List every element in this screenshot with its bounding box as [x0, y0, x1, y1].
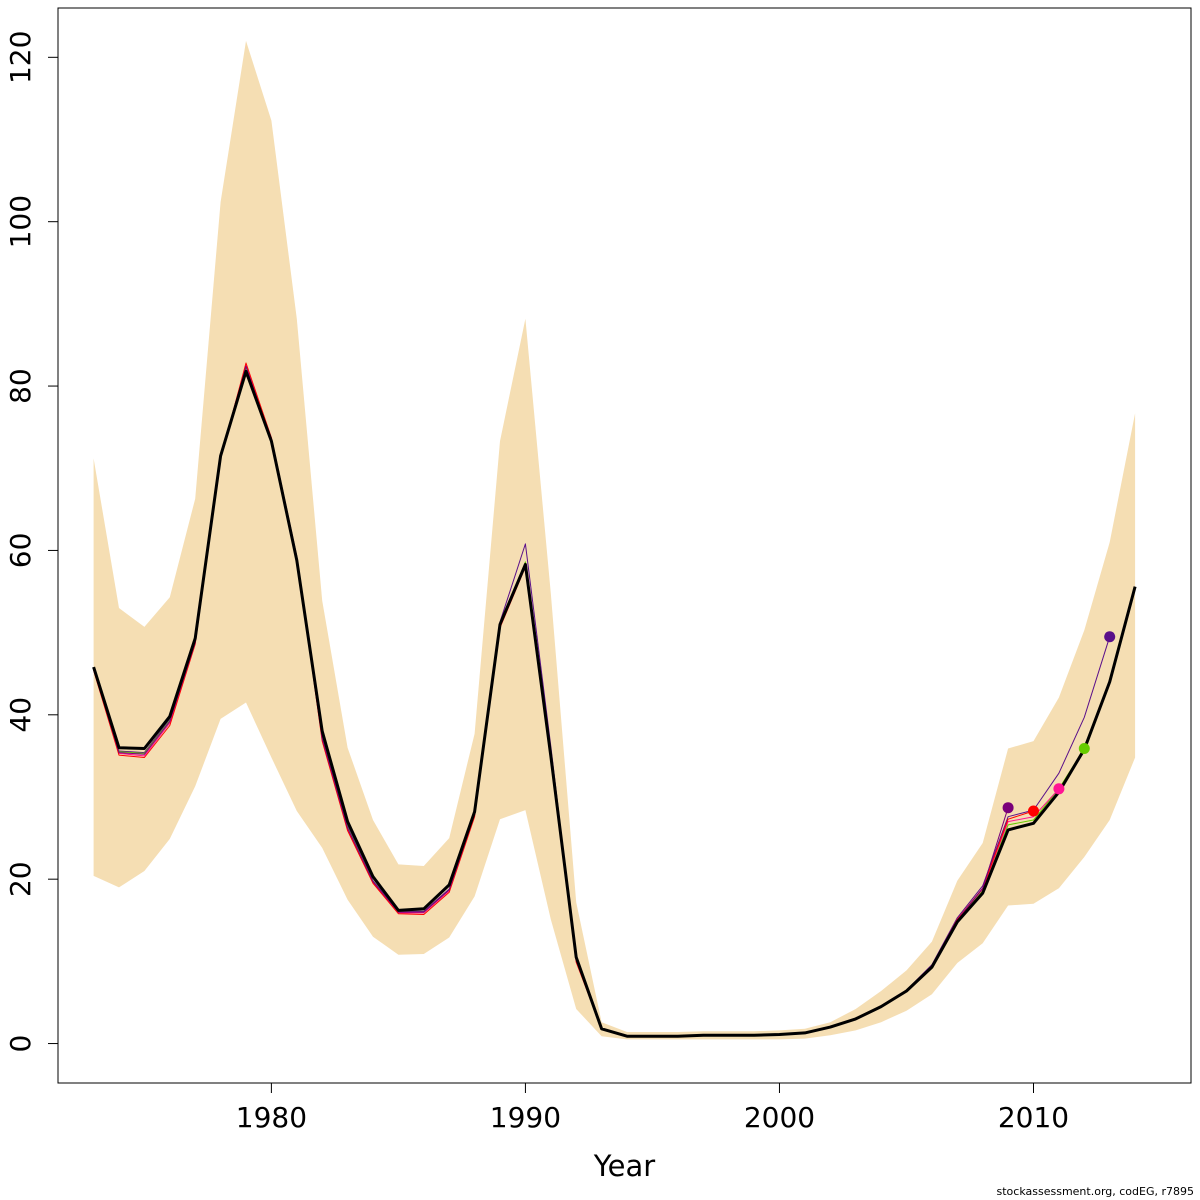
y-tick-label: 60: [4, 533, 37, 569]
series-end-point-1: [1104, 631, 1116, 643]
series-end-point-5: [1002, 802, 1014, 814]
series-end-point-3: [1053, 783, 1065, 795]
footer-note: stockassessment.org, codEG, r7895: [996, 1185, 1194, 1198]
x-tick-label: 2010: [998, 1101, 1069, 1134]
plot-frame: [57, 7, 1192, 1084]
x-axis-title: Year: [593, 1149, 655, 1183]
confidence-band-layer: [93, 40, 1136, 1040]
y-tick-label: 40: [4, 697, 37, 733]
end-marker-layer: [1002, 631, 1116, 817]
series-end-point-4: [1028, 805, 1039, 817]
main-series-line: [92, 369, 1137, 1038]
y-tick-label: 20: [4, 861, 37, 897]
y-tick-label: 100: [4, 195, 37, 248]
confidence-band: [93, 40, 1136, 1040]
series-end-point-2: [1078, 743, 1090, 754]
x-tick-label: 1980: [236, 1101, 307, 1134]
x-tick-label: 1990: [490, 1101, 561, 1134]
y-axis: 0 20 40 60 80 100 120: [4, 31, 58, 1053]
x-tick-label: 2000: [744, 1101, 815, 1134]
x-axis: 1980 1990 2000 2010: [236, 1083, 1069, 1134]
series-layer: [92, 362, 1137, 1038]
y-tick-label: 120: [4, 31, 37, 84]
y-tick-label: 80: [4, 368, 37, 404]
y-tick-label: 0: [4, 1035, 37, 1053]
